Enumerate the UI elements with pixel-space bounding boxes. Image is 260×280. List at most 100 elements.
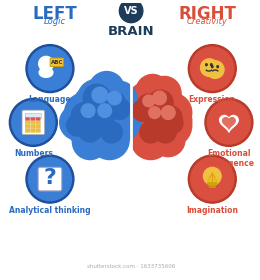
FancyBboxPatch shape bbox=[25, 125, 30, 129]
Text: Numbers: Numbers bbox=[14, 149, 53, 158]
Circle shape bbox=[163, 114, 183, 133]
Circle shape bbox=[28, 47, 72, 90]
Circle shape bbox=[137, 94, 160, 118]
Circle shape bbox=[131, 120, 170, 160]
Circle shape bbox=[67, 115, 88, 136]
Ellipse shape bbox=[212, 66, 213, 68]
Polygon shape bbox=[220, 115, 238, 132]
Circle shape bbox=[132, 100, 154, 122]
FancyBboxPatch shape bbox=[31, 129, 35, 132]
Circle shape bbox=[161, 106, 175, 120]
Circle shape bbox=[207, 101, 250, 144]
Circle shape bbox=[9, 99, 57, 146]
Circle shape bbox=[98, 99, 141, 142]
Circle shape bbox=[148, 90, 173, 116]
Circle shape bbox=[204, 167, 221, 185]
Circle shape bbox=[108, 91, 121, 105]
Circle shape bbox=[149, 104, 192, 147]
Circle shape bbox=[200, 59, 218, 76]
Text: ?: ? bbox=[43, 168, 56, 188]
Circle shape bbox=[102, 91, 125, 115]
Circle shape bbox=[136, 111, 175, 150]
FancyBboxPatch shape bbox=[25, 117, 30, 121]
Text: VS: VS bbox=[124, 6, 138, 16]
Circle shape bbox=[72, 103, 97, 128]
Circle shape bbox=[152, 123, 185, 157]
Circle shape bbox=[39, 56, 53, 71]
Circle shape bbox=[92, 81, 135, 124]
Circle shape bbox=[148, 76, 181, 110]
Circle shape bbox=[119, 0, 143, 23]
Text: Logic: Logic bbox=[44, 17, 66, 26]
Circle shape bbox=[205, 99, 253, 146]
Circle shape bbox=[159, 104, 192, 137]
Circle shape bbox=[12, 101, 55, 144]
Circle shape bbox=[153, 91, 166, 105]
Ellipse shape bbox=[217, 66, 218, 68]
Circle shape bbox=[89, 103, 114, 128]
FancyBboxPatch shape bbox=[25, 129, 30, 132]
Circle shape bbox=[64, 93, 104, 132]
Circle shape bbox=[26, 45, 74, 93]
Text: Expression: Expression bbox=[189, 95, 236, 104]
Ellipse shape bbox=[42, 66, 50, 72]
FancyBboxPatch shape bbox=[22, 110, 44, 135]
Circle shape bbox=[70, 81, 133, 144]
Circle shape bbox=[127, 81, 170, 124]
Circle shape bbox=[129, 86, 188, 145]
Circle shape bbox=[191, 158, 234, 201]
Circle shape bbox=[144, 83, 183, 122]
Circle shape bbox=[101, 122, 122, 143]
Circle shape bbox=[191, 47, 234, 90]
FancyBboxPatch shape bbox=[36, 129, 40, 132]
Ellipse shape bbox=[206, 64, 207, 66]
Circle shape bbox=[73, 124, 108, 160]
FancyBboxPatch shape bbox=[36, 117, 40, 121]
FancyBboxPatch shape bbox=[31, 121, 35, 125]
FancyBboxPatch shape bbox=[36, 125, 40, 129]
Circle shape bbox=[28, 158, 72, 201]
Circle shape bbox=[140, 122, 161, 143]
Circle shape bbox=[98, 104, 112, 118]
Circle shape bbox=[143, 95, 155, 107]
FancyBboxPatch shape bbox=[208, 180, 217, 185]
Text: Imagination: Imagination bbox=[186, 206, 238, 214]
Circle shape bbox=[136, 74, 169, 108]
Text: LEFT: LEFT bbox=[32, 5, 77, 23]
Circle shape bbox=[102, 81, 137, 116]
Circle shape bbox=[159, 106, 182, 129]
Circle shape bbox=[155, 122, 176, 143]
Text: Analytical thinking: Analytical thinking bbox=[9, 206, 91, 214]
Text: BRAIN: BRAIN bbox=[108, 25, 154, 38]
Text: Emotional
intelligence: Emotional intelligence bbox=[203, 149, 255, 168]
Circle shape bbox=[121, 101, 160, 140]
Circle shape bbox=[153, 93, 192, 132]
Circle shape bbox=[78, 118, 102, 142]
FancyBboxPatch shape bbox=[25, 121, 30, 125]
Circle shape bbox=[77, 79, 116, 118]
Circle shape bbox=[149, 107, 160, 118]
Circle shape bbox=[90, 120, 129, 160]
Circle shape bbox=[206, 61, 224, 78]
Text: ABC: ABC bbox=[50, 60, 63, 65]
Ellipse shape bbox=[211, 64, 212, 66]
Circle shape bbox=[109, 98, 130, 120]
Polygon shape bbox=[223, 118, 235, 129]
Circle shape bbox=[80, 109, 123, 152]
Circle shape bbox=[67, 102, 114, 149]
Circle shape bbox=[188, 155, 236, 203]
FancyBboxPatch shape bbox=[31, 117, 35, 121]
FancyBboxPatch shape bbox=[36, 121, 40, 125]
Text: Language: Language bbox=[29, 95, 71, 104]
Text: RIGHT: RIGHT bbox=[178, 5, 236, 23]
Circle shape bbox=[81, 104, 95, 118]
Circle shape bbox=[60, 105, 95, 140]
Circle shape bbox=[89, 72, 124, 107]
Circle shape bbox=[26, 155, 74, 203]
Text: Creativity: Creativity bbox=[187, 17, 228, 26]
Circle shape bbox=[83, 84, 110, 112]
FancyBboxPatch shape bbox=[50, 58, 63, 66]
FancyBboxPatch shape bbox=[25, 113, 41, 119]
Text: shutterstock.com · 1633735606: shutterstock.com · 1633735606 bbox=[87, 264, 175, 269]
Circle shape bbox=[144, 106, 167, 129]
